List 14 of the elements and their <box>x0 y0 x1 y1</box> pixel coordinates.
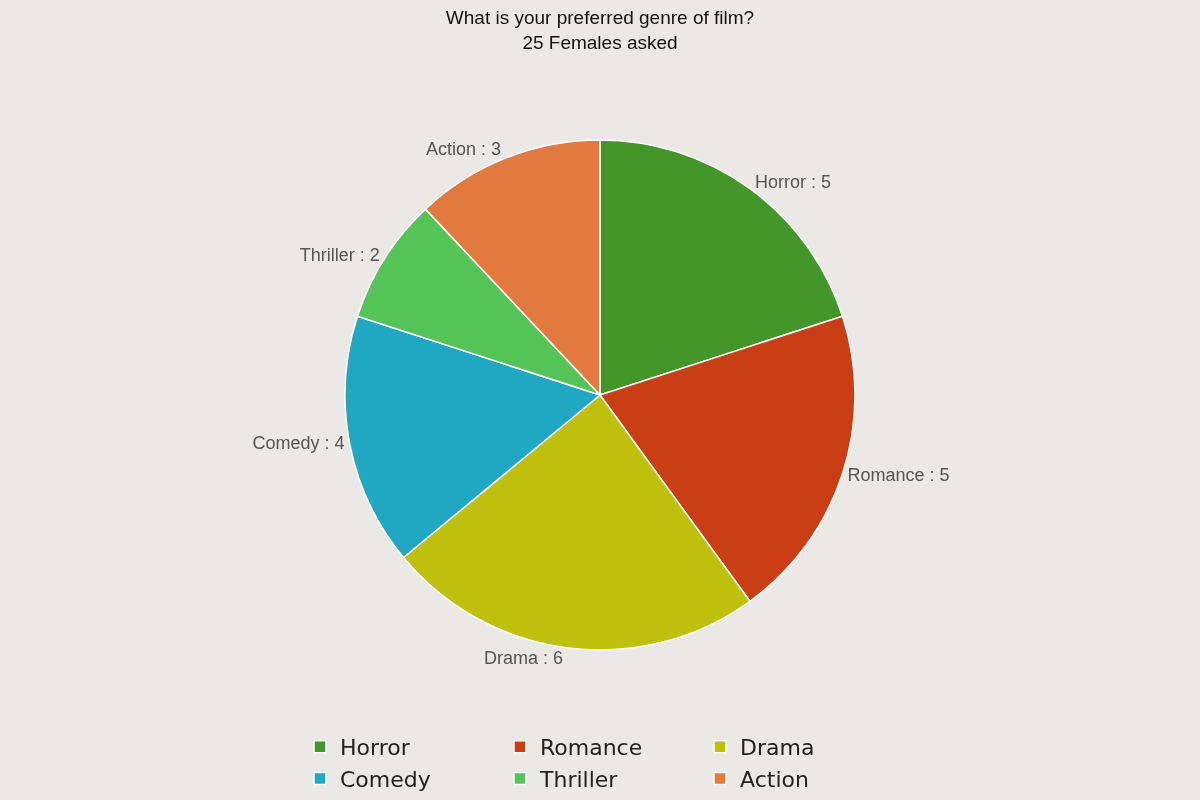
chart-title: What is your preferred genre of film? <box>445 7 755 28</box>
data-label: Romance : 5 <box>847 464 950 485</box>
data-label: Drama : 6 <box>484 647 564 668</box>
data-label: Thriller : 2 <box>299 245 380 266</box>
data-label: Comedy : 4 <box>252 433 345 454</box>
legend-label: Thriller <box>539 766 619 792</box>
chart-subtitle: 25 Females asked <box>522 31 678 53</box>
legend-label: Action <box>740 766 809 792</box>
legend-label: Horror <box>340 735 411 761</box>
legend-label: Drama <box>740 735 815 761</box>
data-label: Horror : 5 <box>754 172 831 193</box>
data-label: Action : 3 <box>426 139 502 160</box>
legend-label: Comedy <box>340 766 431 792</box>
legend-label: Romance <box>540 735 643 761</box>
